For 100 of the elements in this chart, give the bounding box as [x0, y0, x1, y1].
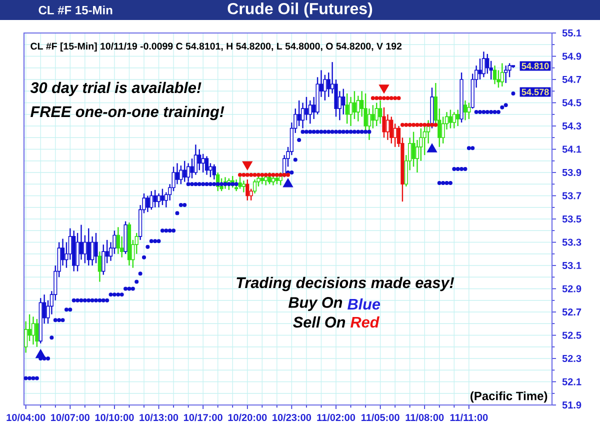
candlestick [342, 88, 346, 115]
text: CL #F 15-Min [38, 6, 112, 14]
candlestick [98, 250, 102, 282]
chart-title: Crude Oil (Futures) [228, 2, 372, 18]
y-tick-label: 52.5 [562, 332, 582, 339]
candlestick [478, 58, 482, 80]
annotation: Red [350, 316, 380, 328]
candlestick [308, 100, 312, 124]
candlestick [242, 180, 246, 193]
point [393, 96, 398, 100]
candlestick [492, 64, 497, 85]
annotation: Buy On [288, 297, 342, 311]
text: 54.810 [522, 62, 549, 70]
candlestick [463, 100, 468, 121]
point [35, 349, 46, 358]
point [242, 172, 246, 177]
point [422, 122, 427, 127]
y-tick-label: 53.5 [562, 215, 582, 223]
y-tick-label: 54.1 [562, 146, 582, 153]
x-tick-label: 10/07:00 [51, 414, 90, 422]
point [264, 172, 268, 177]
x-tick-label: 11/08:00 [406, 414, 444, 422]
point [415, 122, 420, 127]
point [252, 172, 257, 177]
candlestick [297, 100, 301, 127]
point [274, 172, 279, 177]
candlestick [234, 178, 238, 192]
point [389, 96, 394, 100]
candlestick [452, 111, 456, 129]
y-tick-label: 52.7 [562, 308, 582, 316]
annotation: 30 day trial is available! [30, 82, 202, 96]
point [434, 122, 438, 127]
y-tick-label: 53.7 [562, 192, 582, 200]
candlestick [116, 226, 120, 254]
candlestick [393, 123, 397, 148]
candlestick [150, 190, 154, 210]
point [408, 122, 412, 127]
point [282, 172, 286, 177]
candlestick [382, 106, 386, 138]
candlestick [441, 116, 445, 144]
candlestick [268, 172, 272, 185]
candlestick [190, 158, 194, 179]
candlestick [146, 195, 150, 213]
candlestick [94, 232, 98, 264]
candlestick [367, 108, 372, 141]
candlestick [356, 95, 360, 122]
point [374, 96, 379, 100]
point [286, 172, 290, 177]
candlestick [304, 96, 308, 121]
candlestick [371, 104, 375, 129]
point [426, 122, 430, 127]
candlestick [275, 173, 279, 185]
point [412, 122, 416, 127]
point [268, 172, 272, 177]
point [430, 122, 434, 127]
x-tick-label: 10/10:00 [95, 414, 134, 422]
candlestick [153, 189, 157, 208]
y-tick-label: 52.9 [562, 285, 582, 292]
annotation: Blue [348, 298, 380, 310]
point [396, 96, 401, 100]
candlestick [194, 144, 198, 176]
candlestick [156, 192, 161, 208]
candlestick [246, 178, 250, 201]
candlestick [390, 116, 394, 144]
annotation: (Pacific Time) [470, 391, 548, 403]
x-tick-label: 11/05:00 [361, 414, 400, 422]
annotation: FREE one-on-one training! [30, 106, 224, 120]
candlestick [456, 109, 460, 127]
candlestick [204, 156, 209, 176]
annotation: Sell On [293, 316, 346, 328]
candlestick [86, 228, 90, 266]
point [249, 172, 254, 177]
point [260, 172, 264, 177]
text: 54.578 [522, 88, 549, 96]
y-tick-label: 54.9 [562, 52, 582, 60]
point [271, 172, 276, 177]
candlestick [238, 176, 242, 190]
candlestick [504, 64, 508, 84]
x-tick-label: 10/17:00 [184, 414, 222, 422]
x-tick-label: 10/20:00 [228, 414, 267, 422]
x-tick-label: 11/11:00 [450, 414, 488, 422]
x-tick-label: 10/13:00 [140, 414, 178, 422]
y-tick-label: 52.1 [562, 378, 582, 386]
x-tick-label: 11/02:00 [317, 414, 356, 422]
candlestick [160, 188, 164, 206]
candlestick [201, 153, 205, 174]
x-tick-label: 10/23:00 [272, 414, 312, 422]
point [382, 96, 386, 100]
candlestick [482, 51, 486, 78]
y-tick-label: 51.9 [562, 401, 582, 409]
candlestick [260, 173, 264, 185]
candlestick [35, 318, 39, 348]
candlestick [182, 160, 186, 182]
y-tick-label: 53.1 [562, 262, 582, 270]
candlestick [496, 70, 500, 88]
candlestick [448, 109, 452, 129]
y-tick-label: 54.5 [562, 99, 582, 106]
x-tick-label: 10/04:00 [6, 414, 46, 422]
point [245, 172, 250, 177]
candlestick [352, 90, 356, 120]
